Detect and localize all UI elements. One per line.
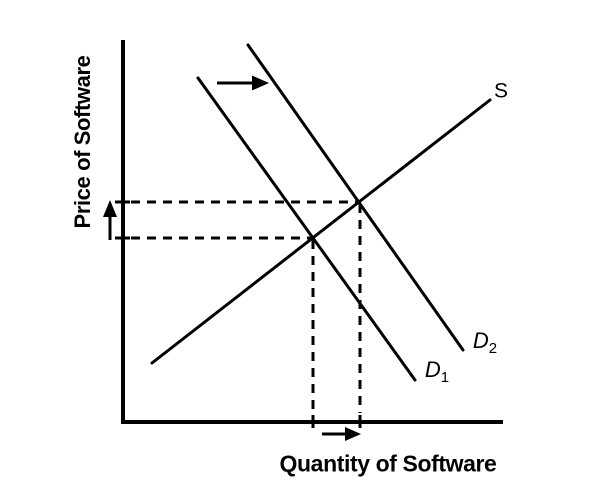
quantity-rise-arrow-head — [345, 427, 361, 441]
demand-shift-arrow — [217, 75, 269, 91]
x-axis-label: Quantity of Software — [279, 450, 497, 477]
demand1-label-subscript: 1 — [440, 369, 450, 386]
price-rise-arrow-head — [103, 200, 117, 217]
supply-curve-label: S — [493, 79, 509, 103]
demand-curve-d2 — [246, 43, 465, 352]
demand2-label-subscript: 2 — [488, 340, 498, 357]
y-axis-label: Price of Software — [70, 55, 95, 229]
demand-shift-arrow-head — [252, 75, 269, 91]
supply-curve — [150, 98, 492, 365]
demand2-label-base: D — [472, 328, 489, 353]
price-rise-arrow — [103, 200, 117, 240]
demand1-label-base: D — [424, 357, 441, 382]
quantity-rise-arrow — [322, 427, 361, 441]
demand2-curve-label: D2 — [472, 328, 498, 357]
demand-curve-d1 — [196, 76, 417, 382]
demand1-curve-label: D1 — [424, 357, 450, 386]
